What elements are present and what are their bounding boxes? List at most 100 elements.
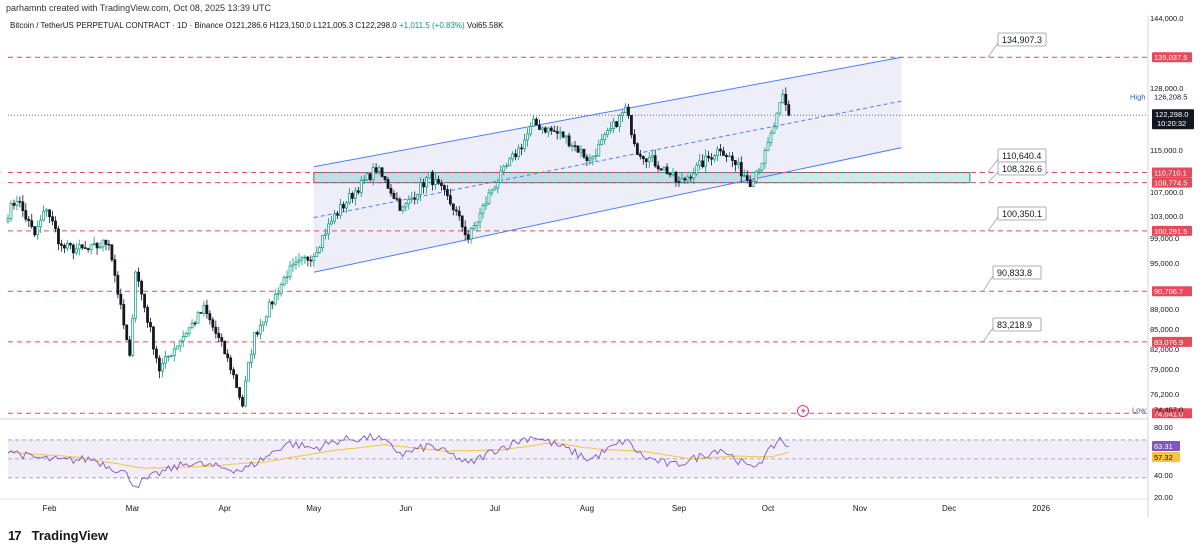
candle xyxy=(472,221,476,232)
candle xyxy=(787,100,791,117)
candle-body xyxy=(217,333,221,338)
candle-body xyxy=(107,243,111,246)
candle-body xyxy=(140,280,143,295)
candle-body xyxy=(339,204,342,216)
candle-body xyxy=(615,121,618,127)
rsi-line xyxy=(7,432,789,489)
candle xyxy=(258,318,262,340)
candle xyxy=(244,375,247,408)
candle xyxy=(163,350,167,369)
candle-body xyxy=(232,369,236,376)
candle-body xyxy=(730,155,734,161)
candle-body xyxy=(181,336,185,342)
price-callout: 83,218.9 xyxy=(982,317,1042,343)
candle-body xyxy=(710,157,713,160)
candle-body xyxy=(119,293,123,305)
candle xyxy=(217,326,221,343)
candle xyxy=(419,177,423,202)
candle xyxy=(353,187,357,206)
candle-body xyxy=(680,178,684,183)
candle-body xyxy=(671,172,675,176)
candle-body xyxy=(594,155,598,158)
time-tick-label: Feb xyxy=(43,504,57,513)
candle-body xyxy=(552,130,556,132)
candle-body xyxy=(633,134,636,145)
candle xyxy=(484,196,488,210)
candle-body xyxy=(431,171,434,186)
candle xyxy=(270,300,274,310)
candle-body xyxy=(647,156,651,162)
candle-body xyxy=(92,243,96,246)
candle xyxy=(152,326,155,356)
time-tick-label: Dec xyxy=(942,504,956,513)
candle-body xyxy=(104,239,108,245)
candle-body xyxy=(609,128,613,131)
candle xyxy=(719,144,722,156)
horizontal-levels[interactable] xyxy=(8,56,1148,414)
price-tick-label: 95,000.0 xyxy=(1150,259,1179,268)
candle xyxy=(187,327,191,337)
ascending-channel[interactable] xyxy=(313,56,902,273)
candle-body xyxy=(383,176,387,180)
candle-body xyxy=(677,181,681,183)
candle xyxy=(250,348,253,368)
candle-body xyxy=(748,179,752,187)
candle-body xyxy=(359,179,363,193)
candle-body xyxy=(146,307,149,323)
time-axis[interactable]: Feb Mar Apr May Jun Jul Aug Sep Oct Nov Dec 2026 xyxy=(43,504,1051,513)
candle xyxy=(445,184,449,201)
price-callouts: 134,907.3 110,640.4 108,326.6 100,350.1 90,8… xyxy=(797,32,1047,417)
candle xyxy=(348,188,351,206)
candle xyxy=(739,156,743,183)
price-callout: 108,326.6 xyxy=(987,161,1047,183)
candle-body xyxy=(597,144,601,157)
level-price-tag-bg xyxy=(1152,225,1192,236)
candle-body xyxy=(635,143,639,155)
candle xyxy=(778,102,782,116)
candle-body xyxy=(42,210,46,221)
candle-body xyxy=(425,177,428,188)
candle xyxy=(235,373,238,389)
candle xyxy=(609,121,613,134)
rsi-ma-tag: 57.32 xyxy=(1152,452,1180,462)
candle xyxy=(51,210,54,226)
candle-body xyxy=(244,380,247,407)
candle xyxy=(404,202,408,212)
candle-body xyxy=(532,118,535,127)
callout-text: 100,350.1 xyxy=(1002,209,1042,219)
brand[interactable]: 17 TradingView xyxy=(8,528,108,543)
candle xyxy=(190,319,194,329)
price-chart[interactable]: 144,000.0 128,000.0 115,000.0 107,000.0 103,… xyxy=(0,0,1200,518)
candle-body xyxy=(772,126,776,134)
level-price-tag-text: 100,291.5 xyxy=(1154,227,1187,236)
candle-body xyxy=(116,274,120,295)
candle xyxy=(671,167,675,177)
candle-body xyxy=(736,162,740,165)
candle xyxy=(725,153,728,163)
callout-box xyxy=(997,32,1047,47)
candle-body xyxy=(603,134,607,141)
candle-body xyxy=(54,220,57,230)
candle xyxy=(193,320,197,327)
candle xyxy=(113,254,117,283)
candle-body xyxy=(327,223,331,235)
price-axis[interactable]: 144,000.0 128,000.0 115,000.0 107,000.0 103,… xyxy=(1130,14,1200,518)
candle-body xyxy=(451,203,455,211)
candle-body xyxy=(543,127,547,133)
price-callout: 90,833.8 xyxy=(982,265,1042,292)
candle xyxy=(733,160,737,172)
candle-body xyxy=(83,247,87,249)
candle-body xyxy=(229,357,233,371)
callout-text: 110,640.4 xyxy=(1002,151,1041,161)
candle-body xyxy=(511,153,515,160)
candle-body xyxy=(98,246,102,249)
candle xyxy=(119,288,123,310)
candle xyxy=(686,174,690,185)
candle-body xyxy=(80,244,84,249)
candle xyxy=(89,244,93,255)
level-price-tag-text: 74,041.0 xyxy=(1154,409,1183,418)
candle xyxy=(546,127,550,138)
candle xyxy=(680,172,684,184)
candle-body xyxy=(389,187,393,194)
candle-body xyxy=(223,340,227,355)
